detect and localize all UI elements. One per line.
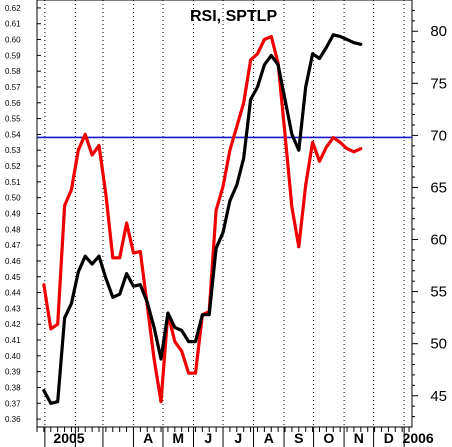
left-tick-label: 0.38 bbox=[5, 383, 21, 392]
left-tick-label: 0.42 bbox=[5, 320, 21, 329]
right-tick-label: 55 bbox=[430, 284, 447, 301]
left-tick-label: 0.61 bbox=[5, 20, 21, 29]
x-tick-label: N bbox=[354, 430, 364, 446]
left-tick-label: 0.59 bbox=[5, 51, 21, 60]
x-tick-label: 2005 bbox=[53, 430, 84, 446]
left-tick-label: 0.47 bbox=[5, 241, 21, 250]
left-tick-label: 0.37 bbox=[5, 399, 21, 408]
x-tick-label: A bbox=[143, 430, 153, 446]
right-tick-label: 50 bbox=[430, 336, 447, 353]
left-tick-label: 0.48 bbox=[5, 225, 21, 234]
x-tick-label: J bbox=[234, 430, 242, 446]
left-tick-label: 0.51 bbox=[5, 178, 21, 187]
x-tick-label: 2006 bbox=[403, 430, 434, 446]
right-tick-label: 70 bbox=[430, 127, 447, 144]
left-tick-label: 0.41 bbox=[5, 336, 21, 345]
left-tick-label: 0.36 bbox=[5, 415, 21, 424]
left-tick-label: 0.62 bbox=[5, 4, 21, 13]
axis-layer: 2005 A M J J A S O N D 2006 0.36 0.37 0.38 0.39 0.40 0.4… bbox=[5, 4, 447, 447]
left-tick-label: 0.44 bbox=[5, 289, 21, 298]
black-series-line bbox=[42, 33, 363, 405]
x-tick-label: A bbox=[264, 430, 274, 446]
right-tick-label: 65 bbox=[430, 179, 447, 196]
right-tick-label: 75 bbox=[430, 75, 447, 92]
left-tick-label: 0.45 bbox=[5, 273, 21, 282]
right-tick-label: 60 bbox=[430, 232, 447, 249]
left-tick-label: 0.46 bbox=[5, 257, 21, 266]
plot-area bbox=[36, 0, 413, 428]
x-tick-label: J bbox=[204, 430, 212, 446]
right-tick-label: 45 bbox=[430, 388, 447, 405]
left-tick-label: 0.39 bbox=[5, 368, 21, 377]
x-tick-label: D bbox=[384, 430, 394, 446]
right-tick-label: 80 bbox=[430, 23, 447, 40]
left-tick-label: 0.53 bbox=[5, 146, 21, 155]
left-tick-label: 0.54 bbox=[5, 130, 21, 139]
left-tick-label: 0.40 bbox=[5, 352, 21, 361]
left-tick-label: 0.56 bbox=[5, 99, 21, 108]
left-tick-label: 0.49 bbox=[5, 210, 21, 219]
left-tick-label: 0.43 bbox=[5, 304, 21, 313]
x-tick-label: S bbox=[294, 430, 303, 446]
left-tick-label: 0.55 bbox=[5, 115, 21, 124]
left-tick-label: 0.50 bbox=[5, 194, 21, 203]
left-tick-label: 0.60 bbox=[5, 36, 21, 45]
left-tick-label: 0.57 bbox=[5, 83, 21, 92]
x-tick-label: O bbox=[323, 430, 334, 446]
x-tick-label: M bbox=[172, 430, 184, 446]
left-tick-label: 0.52 bbox=[5, 162, 21, 171]
series-layer bbox=[42, 33, 363, 405]
left-tick-label: 0.58 bbox=[5, 67, 21, 76]
chart-title: RSI, SPTLP bbox=[190, 8, 277, 25]
grid-layer bbox=[36, 0, 413, 428]
